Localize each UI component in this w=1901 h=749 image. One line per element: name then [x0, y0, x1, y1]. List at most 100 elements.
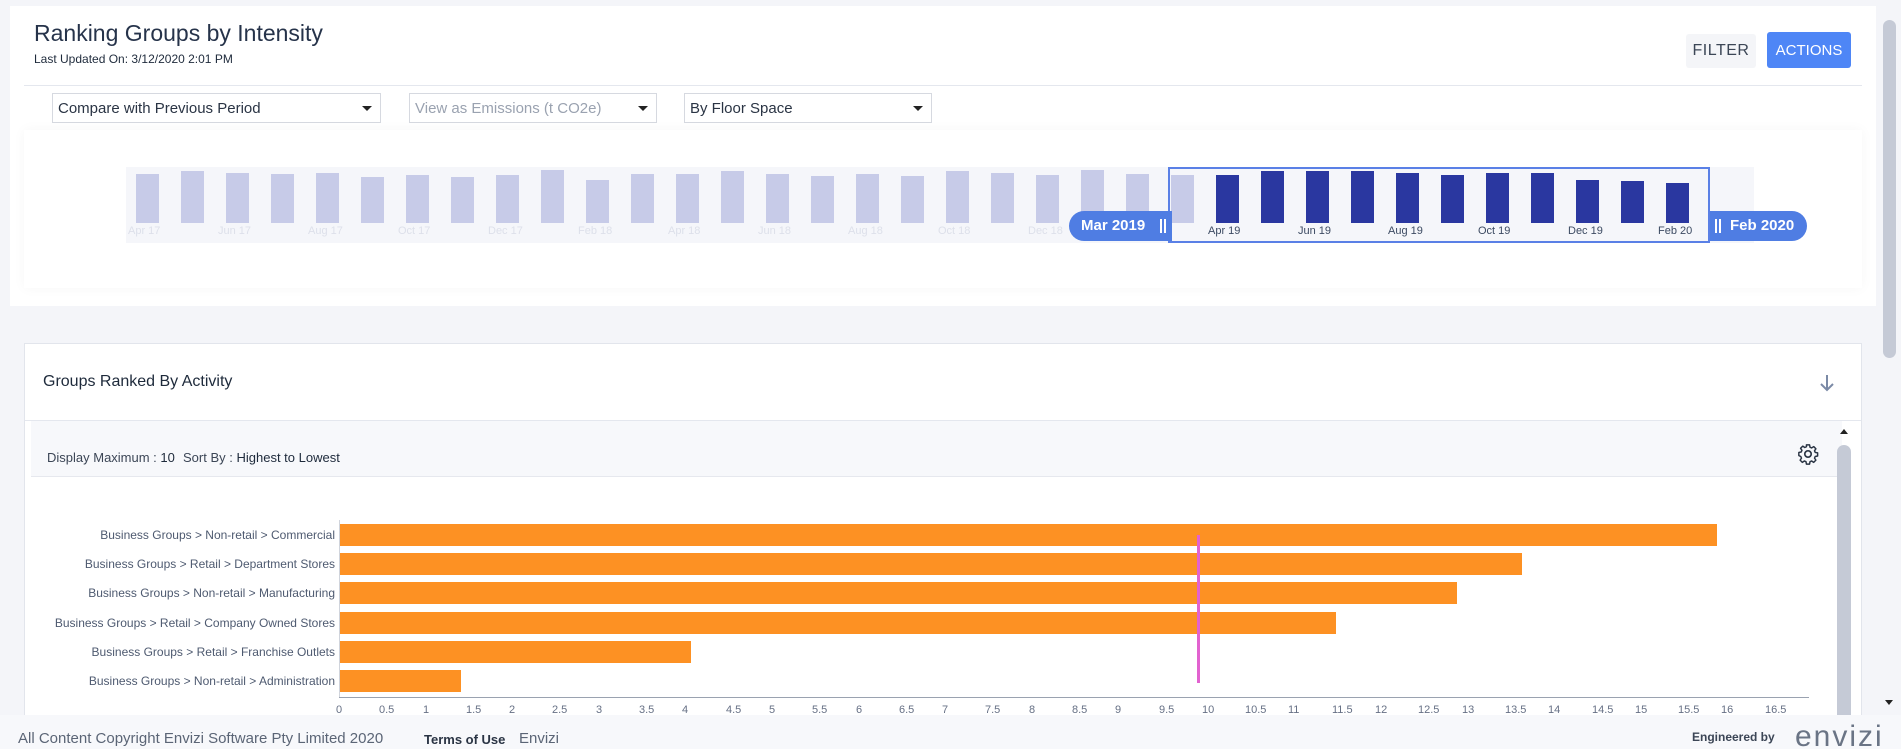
category-label: Business Groups > Retail > Department St… [84, 557, 335, 571]
timeline-bar [1306, 171, 1329, 223]
page-scrollbar-thumb[interactable] [1883, 20, 1896, 358]
timeline-bar [496, 175, 519, 223]
x-tick-label: 11 [1288, 704, 1300, 716]
average-line [1197, 535, 1200, 683]
timeline-bar [1216, 175, 1239, 223]
gear-icon[interactable] [1797, 443, 1819, 465]
x-tick-label: 4 [682, 704, 689, 716]
x-tick-label: 13.5 [1505, 704, 1527, 716]
timeline-tick-label: Apr 18 [668, 225, 701, 237]
timeline-tick-label: Feb 20 [1658, 225, 1693, 237]
envizi-link[interactable]: Envizi [519, 730, 560, 747]
x-tick-label: 15.5 [1678, 704, 1700, 716]
filter-button[interactable]: FILTER [1686, 34, 1756, 68]
chart-scrollbar[interactable] [1837, 429, 1851, 749]
timeline-bar [271, 174, 294, 223]
x-tick-label: 5.5 [812, 704, 828, 716]
timeline-tick-label: Feb 18 [578, 225, 613, 237]
last-updated: Last Updated On: 3/12/2020 2:01 PM [34, 52, 233, 66]
timeline-selection[interactable] [1168, 167, 1710, 243]
x-tick-label: 6.5 [899, 704, 915, 716]
chart-scrollbar-thumb[interactable] [1837, 445, 1851, 745]
timeline-bar [1261, 171, 1284, 223]
timeline-tick-label: Aug 17 [308, 225, 343, 237]
last-updated-label: Last Updated On: [34, 52, 129, 66]
timeline-strip[interactable]: Apr 17 Jun 17 Aug 17 Oct 17 Dec 17 Feb 18 Apr … [126, 167, 1754, 243]
timeline-bar [316, 173, 339, 223]
options-bar: Display Maximum : 10 Sort By : Highest t… [31, 421, 1842, 476]
display-max[interactable]: Display Maximum : 10 [47, 450, 175, 465]
x-tick-label: 5 [769, 704, 776, 716]
ranking-bar[interactable] [340, 641, 691, 663]
timeline-tick-label: Apr 19 [1208, 225, 1241, 237]
category-label: Business Groups > Non-retail > Commercia… [100, 528, 335, 542]
category-label: Business Groups > Non-retail > Administr… [88, 674, 335, 688]
x-tick-label: 6 [856, 704, 863, 716]
x-tick-label: 16.5 [1765, 704, 1787, 716]
x-tick-label: 3.5 [639, 704, 655, 716]
timeline-bar [1396, 173, 1419, 223]
timeline-tick-label: Dec 19 [1568, 225, 1603, 237]
engineered-by-text: Engineered by [1692, 730, 1775, 744]
timeline-end-handle[interactable]: Feb 2020 [1710, 211, 1807, 241]
chevron-down-icon [913, 106, 923, 111]
x-tick-label: 15 [1635, 704, 1648, 716]
scroll-up-icon[interactable] [1840, 429, 1848, 434]
last-updated-value: 3/12/2020 2:01 PM [131, 52, 233, 66]
x-tick-label: 1.5 [466, 704, 482, 716]
arrow-down-icon[interactable] [1817, 372, 1837, 394]
x-tick-label: 10 [1202, 704, 1215, 716]
x-tick-label: 4.5 [726, 704, 742, 716]
chevron-down-icon [362, 106, 372, 111]
compare-select[interactable]: Compare with Previous Period [52, 93, 381, 123]
x-tick-label: 7.5 [985, 704, 1001, 716]
timeline-bar [676, 174, 699, 223]
sort-by[interactable]: Sort By : Highest to Lowest [183, 450, 340, 465]
grip-icon [1715, 219, 1721, 233]
timeline-bar [1666, 183, 1689, 223]
x-tick-label: 1 [423, 704, 430, 716]
ranking-bar[interactable] [340, 582, 1457, 604]
timeline-tick-label: Dec 17 [488, 225, 523, 237]
timeline-bar [1531, 173, 1554, 223]
x-tick-label: 7 [942, 704, 949, 716]
display-max-label: Display Maximum : [47, 450, 157, 465]
x-tick-label: 11.5 [1332, 704, 1353, 716]
ranking-bar[interactable] [340, 553, 1522, 575]
timeline-start-handle[interactable]: Mar 2019 [1069, 211, 1172, 241]
ranking-bar[interactable] [340, 612, 1336, 634]
timeline-bar [811, 176, 834, 223]
x-axis [339, 697, 1809, 698]
ranking-bar[interactable] [340, 524, 1717, 546]
timeline-bar [901, 176, 924, 223]
x-tick-label: 8.5 [1072, 704, 1088, 716]
scroll-down-icon[interactable] [1885, 700, 1893, 705]
y-axis [339, 520, 340, 698]
page-scrollbar[interactable] [1880, 6, 1898, 711]
timeline-bar [631, 174, 654, 223]
timeline-tick-label: Jun 19 [1298, 225, 1332, 237]
envizi-logo: envizi [1795, 720, 1884, 749]
x-tick-label: 3 [596, 704, 603, 716]
groups-card: Groups Ranked By Activity Display Maximu… [24, 343, 1862, 749]
x-tick-label: 14.5 [1592, 704, 1614, 716]
view-as-select[interactable]: View as Emissions (t CO2e) [409, 93, 657, 123]
terms-link[interactable]: Terms of Use [424, 732, 506, 747]
x-tick-label: 2 [509, 704, 516, 716]
timeline-bar [721, 171, 744, 223]
timeline-bar [1621, 181, 1644, 223]
ranking-bar[interactable] [340, 670, 461, 692]
timeline-bar [1126, 174, 1149, 223]
options-divider [31, 476, 1842, 477]
normalize-select[interactable]: By Floor Space [684, 93, 932, 123]
chevron-down-icon [638, 106, 648, 111]
display-max-value: 10 [160, 450, 175, 465]
x-tick-label: 12.5 [1418, 704, 1440, 716]
timeline-bar [1036, 175, 1059, 223]
timeline-bar [541, 170, 564, 223]
category-label: Business Groups > Retail > Franchise Out… [91, 645, 335, 659]
actions-button[interactable]: ACTIONS [1767, 32, 1851, 68]
x-tick-label: 16 [1721, 704, 1734, 716]
x-tick-label: 0 [336, 704, 343, 716]
groups-title: Groups Ranked By Activity [43, 373, 233, 390]
